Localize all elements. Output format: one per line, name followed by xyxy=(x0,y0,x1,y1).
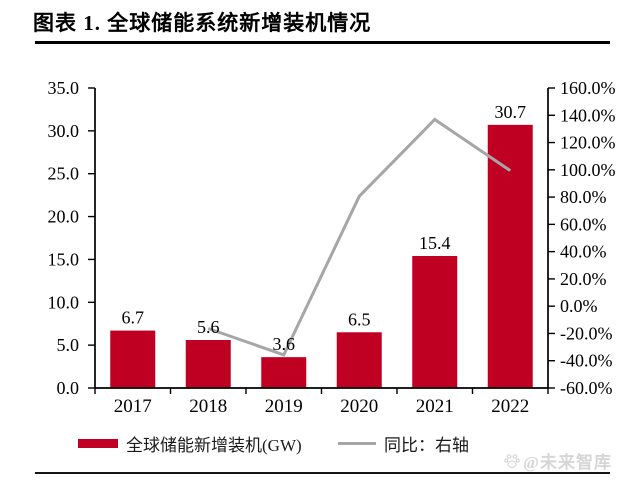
left-axis-label: 25.0 xyxy=(48,164,80,184)
right-axis-label: 0.0% xyxy=(560,296,598,316)
bar-value-label: 3.6 xyxy=(273,334,296,354)
right-axis-label: -60.0% xyxy=(560,378,613,398)
bar-2021 xyxy=(412,256,458,388)
left-axis-label: 20.0 xyxy=(48,207,80,227)
x-axis-label-2017: 2017 xyxy=(114,396,152,417)
figure-title: 图表 1. 全球储能系统新增装机情况 xyxy=(33,11,372,35)
watermark-text: @未来智库 xyxy=(523,453,612,472)
bar-value-label: 6.5 xyxy=(348,309,371,329)
line-legend-label: 同比：右轴 xyxy=(384,436,469,455)
bar-2022 xyxy=(487,124,533,388)
bar-value-label: 15.4 xyxy=(419,233,451,253)
left-axis-label: 30.0 xyxy=(48,121,80,141)
right-axis-label: 160.0% xyxy=(560,78,616,98)
combo-chart: 35.0 30.0 25.0 20.0 15.0 10.0 5.0 0.0 160.0% 140.… xyxy=(48,78,616,417)
bar-legend-swatch xyxy=(78,439,118,448)
right-axis-label: 60.0% xyxy=(560,214,607,234)
x-axis-label-2022: 2022 xyxy=(491,396,529,417)
paw-icon xyxy=(504,453,520,468)
right-axis-label: 120.0% xyxy=(560,133,616,153)
title-rule xyxy=(35,41,610,44)
bottom-rule xyxy=(35,472,610,474)
right-axis-label: 40.0% xyxy=(560,242,607,262)
legend-item-line: 同比：右轴 xyxy=(338,431,469,456)
legend-item-bar: 全球储能新增装机(GW) xyxy=(78,431,302,456)
watermark: @未来智库 xyxy=(504,448,612,473)
right-axis-label: 100.0% xyxy=(560,160,616,180)
left-axis-label: 35.0 xyxy=(48,78,80,98)
bar-2017 xyxy=(110,330,156,388)
right-axis-label: -20.0% xyxy=(560,323,613,343)
line-legend-swatch xyxy=(338,442,376,445)
x-axis-label-2018: 2018 xyxy=(189,396,227,417)
bar-value-label: 6.7 xyxy=(122,308,145,328)
left-axis-label: 15.0 xyxy=(48,249,80,269)
x-axis-label-2020: 2020 xyxy=(340,396,378,417)
right-axis-label: 140.0% xyxy=(560,105,616,125)
x-axis-label-2019: 2019 xyxy=(265,396,303,417)
yoy-line xyxy=(207,117,512,357)
right-axis-label: 20.0% xyxy=(560,269,607,289)
bar-2019 xyxy=(261,357,307,388)
bar-legend-label: 全球储能新增装机(GW) xyxy=(126,436,302,455)
right-axis-label: -40.0% xyxy=(560,351,613,371)
bar-2020 xyxy=(336,332,382,388)
bar-value-label: 30.7 xyxy=(495,102,527,122)
right-axis-label: 80.0% xyxy=(560,187,607,207)
left-axis-label: 10.0 xyxy=(48,292,80,312)
left-axis-label: 0.0 xyxy=(57,378,80,398)
bar-value-label: 5.6 xyxy=(197,317,220,337)
left-axis-label: 5.0 xyxy=(57,335,80,355)
bar-2018 xyxy=(185,340,231,388)
x-axis-label-2021: 2021 xyxy=(416,396,454,417)
